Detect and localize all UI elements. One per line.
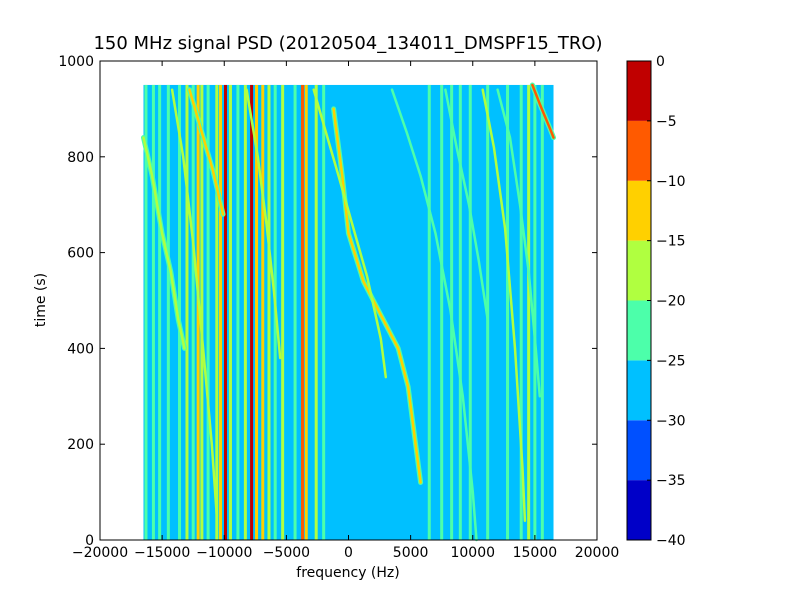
- x-axis-label: frequency (Hz): [296, 565, 399, 581]
- vertical-line-14: [236, 84, 240, 540]
- vertical-line-19: [267, 84, 271, 540]
- vertical-line-17: [255, 84, 259, 540]
- vertical-line-23: [301, 84, 305, 540]
- vertical-line-21: [281, 84, 285, 540]
- x-tick-label-7: 15000: [513, 545, 558, 561]
- x-tick-label-5: 5000: [393, 545, 429, 561]
- vertical-line-35: [527, 84, 531, 540]
- colorbar-tick-label-7: −5: [656, 114, 677, 130]
- vertical-line-9: [206, 84, 210, 540]
- vertical-line-30: [458, 84, 462, 540]
- curve-6: [245, 88, 282, 360]
- x-tick-label-6: 10000: [450, 545, 495, 561]
- colorbar-tick-label-5: −15: [656, 234, 686, 250]
- vertical-line-18: [261, 84, 265, 540]
- vertical-line-7: [196, 84, 200, 540]
- x-tick-label-8: 20000: [575, 545, 620, 561]
- vertical-line-2: [158, 84, 162, 540]
- colorbar-band-1: [627, 420, 651, 481]
- y-tick-label-4: 800: [67, 150, 94, 166]
- vertical-line-10: [215, 84, 219, 540]
- vertical-line-0: [144, 84, 148, 540]
- y-tick-label-5: 1000: [58, 54, 94, 70]
- curve-1: [312, 88, 388, 379]
- curve-7: [481, 88, 527, 523]
- colorbar-tick-label-3: −25: [656, 353, 686, 369]
- vertical-line-16: [250, 84, 254, 540]
- vertical-line-37: [540, 84, 544, 540]
- colorbar-tick-label-6: −10: [656, 174, 686, 190]
- vertical-line-11: [219, 84, 223, 540]
- colorbar-band-5: [627, 180, 651, 241]
- vertical-line-26: [322, 84, 326, 540]
- vertical-line-15: [243, 84, 247, 540]
- chart-title: 150 MHz signal PSD (20120504_134011_DMSP…: [93, 33, 602, 54]
- vertical-line-36: [533, 84, 537, 540]
- colorbar-tick-label-1: −35: [656, 473, 686, 489]
- colorbar-band-2: [627, 360, 651, 421]
- x-tick-label-4: 0: [344, 545, 353, 561]
- curve-10: [444, 88, 489, 321]
- colorbar-tick-label-8: 0: [656, 54, 665, 70]
- curve-2: [390, 88, 478, 542]
- vertical-line-8: [200, 84, 204, 540]
- y-axis-label: time (s): [33, 273, 49, 327]
- curve-4: [170, 88, 219, 518]
- spectrogram-background: [143, 84, 554, 540]
- colorbar-tick-label-0: −40: [656, 533, 686, 549]
- y-tick-label-2: 400: [67, 341, 94, 357]
- vertical-line-28: [440, 84, 444, 540]
- vertical-line-27: [427, 84, 431, 540]
- vertical-line-34: [519, 84, 523, 540]
- vertical-line-33: [506, 84, 510, 540]
- y-tick-label-1: 200: [67, 437, 94, 453]
- colorbar-band-7: [627, 61, 651, 121]
- curve-3: [142, 136, 186, 350]
- x-tick-label-3: −5000: [263, 545, 310, 561]
- colorbar-band-3: [627, 300, 651, 361]
- colorbar-band-4: [627, 240, 651, 301]
- colorbar-band-6: [627, 120, 651, 181]
- vertical-line-1: [151, 84, 155, 540]
- plot-area: [141, 82, 556, 542]
- vertical-line-6: [191, 84, 195, 540]
- colorbar-tick-label-4: −20: [656, 294, 686, 310]
- vertical-line-13: [228, 84, 232, 540]
- vertical-line-22: [293, 84, 297, 540]
- axes: −20000 −15000 −10000 −5000 0 5000 10000 15000 20…: [58, 54, 619, 561]
- x-tick-label-1: −15000: [134, 545, 190, 561]
- vertical-line-24: [304, 84, 308, 540]
- vertical-line-3: [166, 84, 170, 540]
- vertical-line-31: [468, 84, 472, 540]
- vertical-line-12: [223, 84, 227, 540]
- colorbar-tick-label-2: −30: [656, 413, 686, 429]
- curve-5: [188, 88, 225, 216]
- colorbar-band-0: [627, 480, 651, 540]
- colorbar: −40 −35 −30 −25 −20 −15 −10 −5 0: [626, 54, 686, 549]
- vertical-line-5: [185, 84, 189, 540]
- y-tick-label-3: 600: [67, 246, 94, 262]
- x-tick-label-2: −10000: [196, 545, 252, 561]
- vertical-line-25: [314, 84, 318, 540]
- x-tick-label-0: −20000: [72, 545, 128, 561]
- curve-9: [531, 83, 555, 139]
- y-tick-label-0: 0: [85, 533, 94, 549]
- curve-8: [496, 88, 542, 398]
